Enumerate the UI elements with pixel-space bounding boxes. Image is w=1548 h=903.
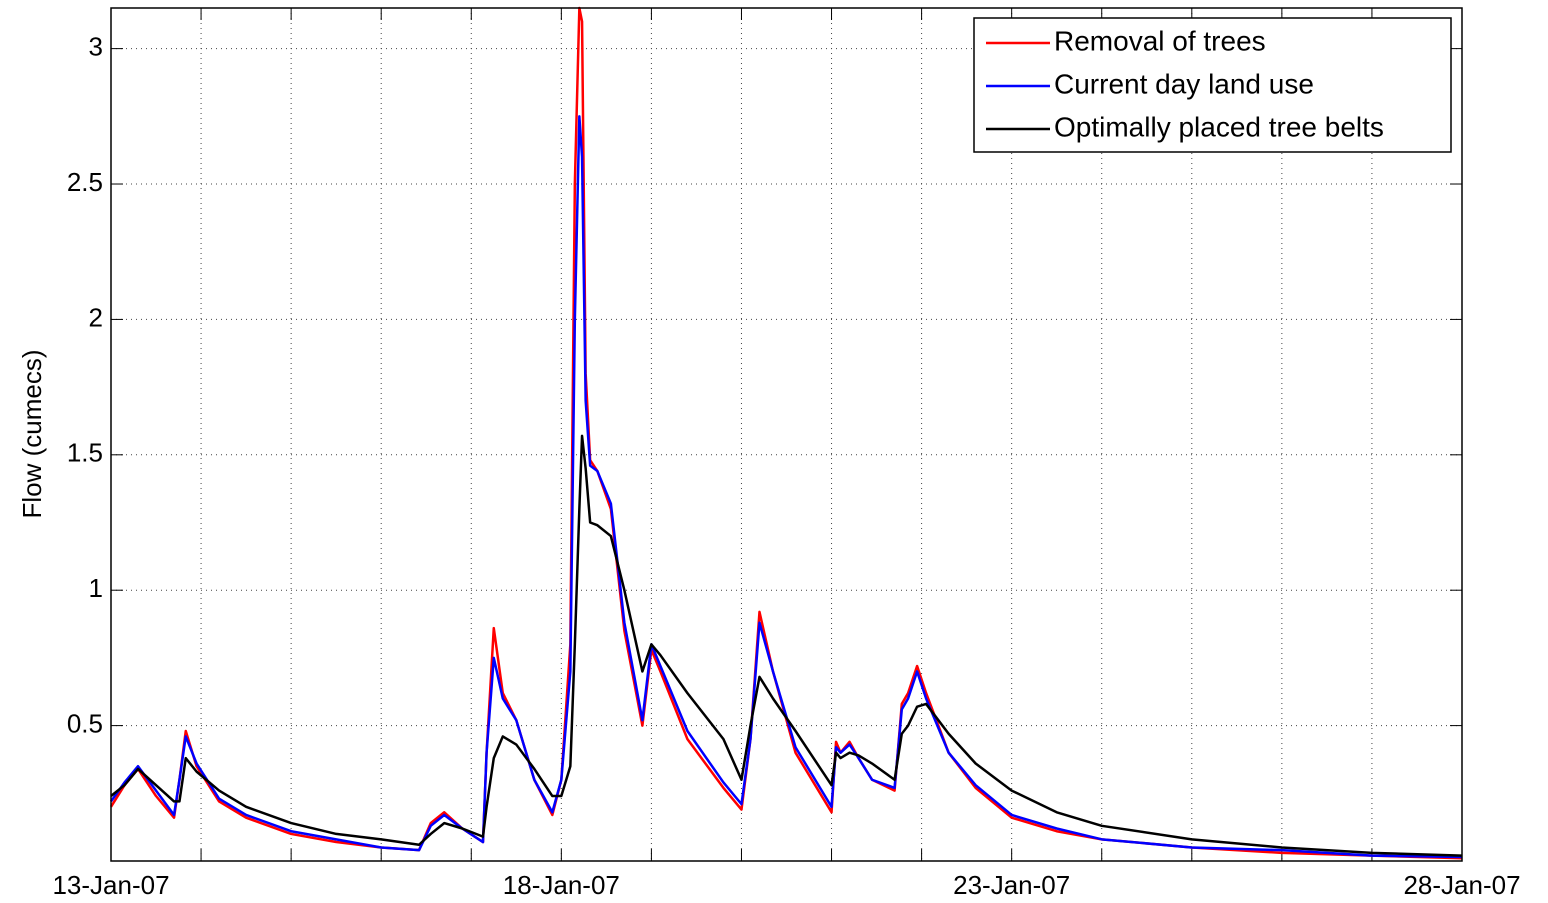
- legend: Removal of trees Current day land use Opti…: [973, 17, 1452, 153]
- legend-label: Removal of trees: [1054, 25, 1266, 56]
- legend-box: [973, 17, 1452, 153]
- y-tick-label: 2.5: [67, 167, 103, 197]
- y-tick-label: 2: [89, 302, 103, 332]
- y-tick-label: 1.5: [67, 438, 103, 468]
- y-axis-label: Flow (cumecs): [17, 349, 47, 518]
- x-tick-label: 18-Jan-07: [503, 870, 620, 900]
- line-series: [110, 434, 1463, 857]
- plot-frame: [110, 7, 1463, 862]
- legend-label: Optimally placed tree belts: [1054, 111, 1384, 142]
- y-tick-label: 0.5: [67, 708, 103, 738]
- legend-label: Current day land use: [1054, 68, 1314, 99]
- x-tick-label: 13-Jan-07: [52, 870, 169, 900]
- y-tick-label: 3: [89, 31, 103, 61]
- line-series: [109, 115, 1463, 859]
- x-tick-label: 23-Jan-07: [953, 870, 1070, 900]
- y-tick-label: 1: [89, 573, 103, 603]
- x-tick-label: 28-Jan-07: [1403, 870, 1520, 900]
